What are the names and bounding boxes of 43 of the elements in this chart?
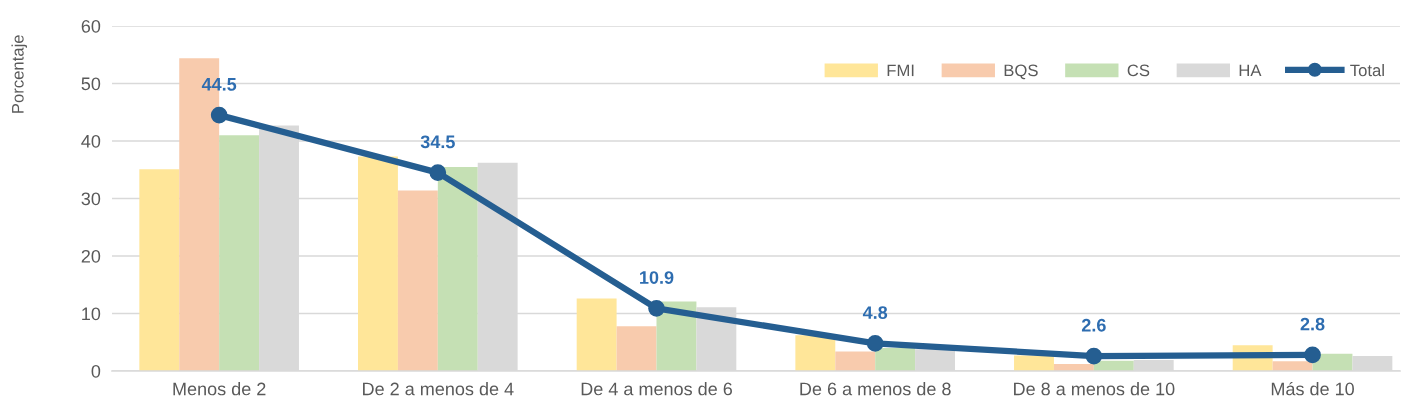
y-tick-label: 40 [81, 134, 101, 148]
x-tick-label: De 4 a menos de 6 [581, 382, 732, 396]
x-tick-label: De 8 a menos de 10 [1014, 382, 1175, 396]
bar [1014, 355, 1054, 371]
bar [835, 351, 876, 371]
legend-label: BQS [1004, 64, 1038, 80]
bar [437, 166, 478, 371]
x-tick-label: De 6 a menos de 8 [800, 382, 951, 396]
data-label: 4.8 [862, 306, 888, 319]
x-tick-label: De 2 a menos de 4 [363, 382, 514, 396]
bar [358, 156, 398, 371]
bar [219, 135, 260, 371]
y-axis-title: Porcentaje [11, 35, 27, 113]
point [1304, 346, 1321, 364]
y-tick-label: 0 [91, 364, 101, 378]
legend-label: Total [1350, 64, 1384, 77]
y-tick-label: 20 [81, 249, 101, 263]
bar [795, 335, 836, 371]
data-label: 2.8 [1300, 317, 1325, 331]
legend-label: CS [1127, 64, 1150, 77]
bar [875, 348, 916, 371]
legend-label: HA [1239, 64, 1262, 77]
data-label: 10.9 [640, 271, 674, 284]
point [1085, 347, 1103, 365]
data-label: 34.5 [420, 135, 455, 149]
y-tick-label: 50 [81, 77, 101, 91]
data-label: 2.6 [1081, 318, 1106, 332]
y-tick-label: 30 [81, 192, 101, 206]
point [429, 164, 447, 181]
point [648, 299, 665, 317]
data-label: 44.5 [201, 78, 237, 91]
bar [397, 190, 438, 371]
point [866, 335, 884, 352]
y-tick-label: 60 [81, 19, 101, 33]
x-tick-label: Menos de 2 [173, 382, 266, 396]
legend-label: FMI [887, 64, 914, 77]
x-tick-label: Más de 10 [1271, 381, 1354, 396]
y-tick-label: 10 [82, 307, 101, 321]
bar [1272, 361, 1313, 371]
bar [576, 298, 617, 371]
bar [139, 169, 180, 371]
bar [616, 326, 657, 371]
point [210, 106, 228, 124]
